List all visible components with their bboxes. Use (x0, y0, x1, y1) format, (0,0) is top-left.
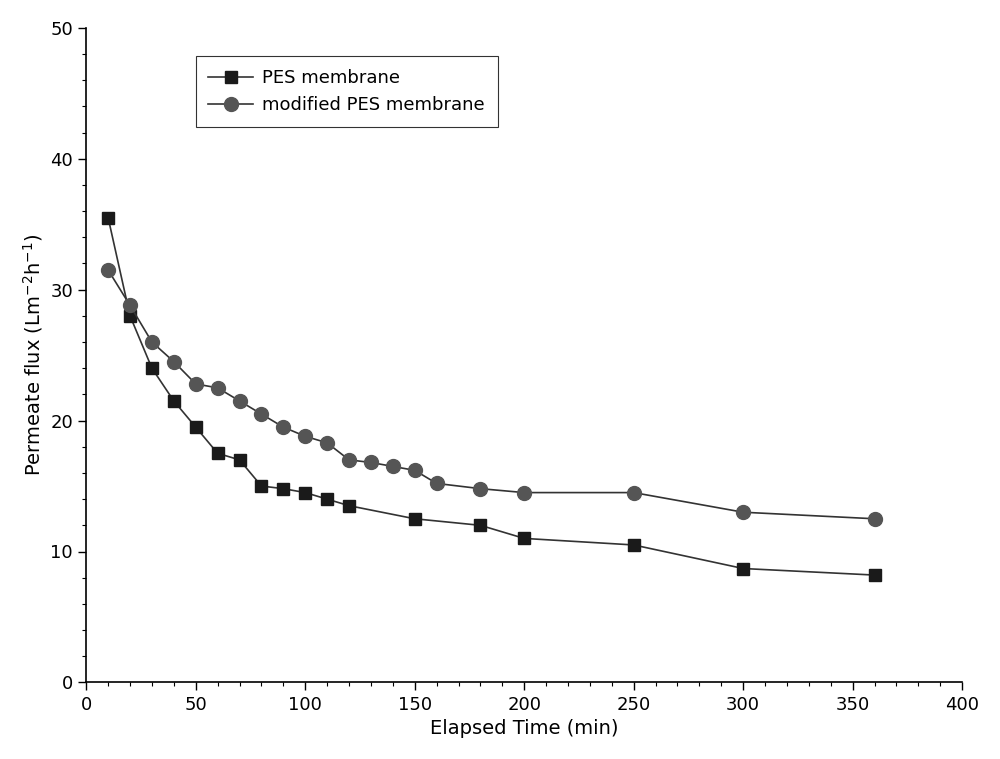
Line: PES membrane: PES membrane (103, 212, 880, 581)
PES membrane (190, 423, 202, 432)
modified PES membrane (277, 423, 289, 432)
modified PES membrane (168, 357, 180, 367)
modified PES membrane (869, 514, 881, 523)
modified PES membrane (474, 484, 486, 493)
PES membrane (518, 534, 530, 543)
modified PES membrane (343, 455, 355, 465)
modified PES membrane (321, 438, 333, 447)
modified PES membrane (102, 266, 114, 275)
PES membrane (212, 449, 224, 458)
PES membrane (146, 364, 158, 373)
Y-axis label: Permeate flux (Lm$^{-2}$h$^{-1}$): Permeate flux (Lm$^{-2}$h$^{-1}$) (21, 234, 45, 477)
modified PES membrane (255, 410, 267, 419)
modified PES membrane (234, 396, 246, 405)
modified PES membrane (212, 383, 224, 392)
PES membrane (343, 501, 355, 510)
modified PES membrane (146, 338, 158, 347)
PES membrane (255, 481, 267, 490)
modified PES membrane (518, 488, 530, 497)
PES membrane (102, 213, 114, 222)
modified PES membrane (628, 488, 640, 497)
PES membrane (737, 564, 749, 573)
PES membrane (277, 484, 289, 493)
PES membrane (299, 488, 311, 497)
PES membrane (234, 455, 246, 465)
PES membrane (474, 521, 486, 530)
PES membrane (628, 540, 640, 550)
PES membrane (321, 495, 333, 504)
modified PES membrane (431, 479, 443, 488)
Line: modified PES membrane: modified PES membrane (101, 263, 882, 526)
X-axis label: Elapsed Time (min): Elapsed Time (min) (430, 720, 618, 739)
modified PES membrane (190, 380, 202, 389)
modified PES membrane (124, 301, 136, 310)
PES membrane (409, 514, 421, 523)
modified PES membrane (737, 508, 749, 517)
PES membrane (869, 571, 881, 580)
modified PES membrane (299, 432, 311, 441)
modified PES membrane (387, 461, 399, 471)
modified PES membrane (365, 458, 377, 467)
modified PES membrane (409, 466, 421, 475)
PES membrane (124, 311, 136, 320)
PES membrane (168, 396, 180, 405)
Legend: PES membrane, modified PES membrane: PES membrane, modified PES membrane (196, 56, 498, 127)
